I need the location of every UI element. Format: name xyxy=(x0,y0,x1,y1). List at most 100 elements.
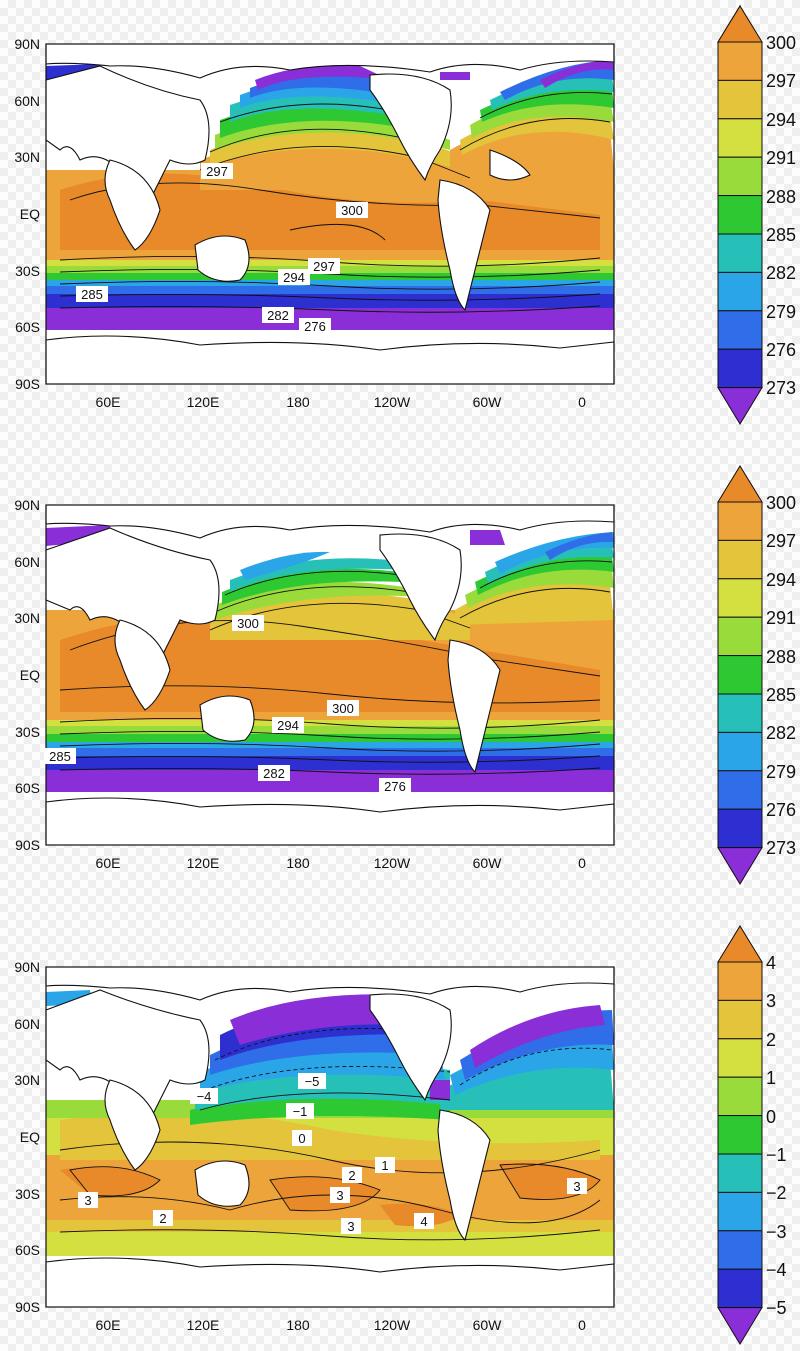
contour-label: 276 xyxy=(304,319,326,334)
contour-labels-2: 300 300 294 285 282 276 xyxy=(44,615,411,794)
contour-label: −5 xyxy=(305,1074,320,1089)
colorbar-label: 297 xyxy=(766,71,796,91)
map-panel-1: 297 300 297 294 285 282 276 90N 60N 30N … xyxy=(14,4,796,425)
contour-label: −1 xyxy=(293,1104,308,1119)
lat-tick-label: 90N xyxy=(14,959,40,975)
contour-label: 285 xyxy=(81,287,103,302)
colorbar-label: 273 xyxy=(766,838,796,858)
colorbar-label: 276 xyxy=(766,340,796,360)
colorbar-label: 285 xyxy=(766,685,796,705)
lat-axis-2: 90N 60N 30N EQ 30S 60S 90S xyxy=(14,497,40,853)
colorbar-segment xyxy=(717,310,763,350)
contour-label: 3 xyxy=(347,1219,354,1234)
colorbar-segment xyxy=(717,770,763,810)
colorbar-label: 3 xyxy=(766,991,776,1011)
lon-tick-label: 60W xyxy=(473,1317,503,1333)
colorbar-label: 288 xyxy=(766,187,796,207)
colorbar-segment xyxy=(717,961,763,1001)
colorbar-segment xyxy=(717,1230,763,1270)
contour-label: 282 xyxy=(267,308,289,323)
colorbar-label: −1 xyxy=(766,1145,787,1165)
colorbar-labels-1: 300 297 294 291 288 285 282 279 276 273 xyxy=(766,33,796,398)
colorbar-segment xyxy=(717,233,763,273)
colorbar-label: 288 xyxy=(766,647,796,667)
lat-tick-label: 30S xyxy=(15,1186,40,1202)
colorbar-segment xyxy=(717,808,763,849)
lat-axis-3: 90N 60N 30N EQ 30S 60S 90S xyxy=(14,959,40,1315)
lon-tick-label: 180 xyxy=(286,394,310,410)
colorbar-label: 1 xyxy=(766,1068,776,1088)
lat-tick-label: 30N xyxy=(14,610,40,626)
colorbar-lower-arrow xyxy=(717,387,763,425)
colorbar-upper-arrow xyxy=(717,5,763,43)
colorbar-segment xyxy=(717,1191,763,1232)
colorbar-segment xyxy=(717,79,763,120)
lon-tick-label: 0 xyxy=(578,855,586,871)
colorbar-segment xyxy=(717,539,763,580)
contour-label: 300 xyxy=(237,616,259,631)
lat-tick-label: 30S xyxy=(15,263,40,279)
continents-2 xyxy=(45,504,615,846)
contour-label: 2 xyxy=(348,1168,355,1183)
lat-tick-label: 60S xyxy=(15,319,40,335)
lon-axis-2: 60E 120E 180 120W 60W 0 xyxy=(96,855,587,871)
lon-tick-label: 120E xyxy=(187,855,220,871)
lon-tick-label: 60W xyxy=(473,394,503,410)
colorbar-segment xyxy=(717,195,763,235)
colorbar-label: 297 xyxy=(766,531,796,551)
contours-2 xyxy=(59,560,613,775)
lon-tick-label: 180 xyxy=(286,1317,310,1333)
colorbar-label: 273 xyxy=(766,378,796,398)
colorbar-segment xyxy=(717,1076,763,1117)
colorbar-label: 294 xyxy=(766,110,796,130)
lon-tick-label: 120E xyxy=(187,1317,220,1333)
colorbar-segment xyxy=(717,1038,763,1078)
colorbar-segment xyxy=(717,271,763,312)
colorbar-upper-arrow xyxy=(717,465,763,503)
lat-tick-label: EQ xyxy=(20,1129,40,1145)
colorbar-label: 291 xyxy=(766,148,796,168)
contour-label: −4 xyxy=(197,1089,212,1104)
colorbar-label: 291 xyxy=(766,608,796,628)
lat-tick-label: 90S xyxy=(15,376,40,392)
contour-label: 3 xyxy=(84,1193,91,1208)
colorbar-segment xyxy=(717,1153,763,1193)
lon-axis-1: 60E 120E 180 120W 60W 0 xyxy=(96,394,587,410)
contour-label: 4 xyxy=(420,1214,427,1229)
contour-label: 282 xyxy=(263,766,285,781)
contour-label: 3 xyxy=(573,1179,580,1194)
colorbar-segment xyxy=(717,348,763,389)
lat-tick-label: 30S xyxy=(15,724,40,740)
contour-label: 2 xyxy=(159,1211,166,1226)
map-frame-1 xyxy=(45,43,615,385)
contour-label: 297 xyxy=(206,164,228,179)
lat-axis-1: 90N 60N 30N EQ 30S 60S 90S xyxy=(14,36,40,392)
colorbar-label: 279 xyxy=(766,302,796,322)
lon-tick-label: 60E xyxy=(96,855,121,871)
colorbar-segment xyxy=(717,693,763,733)
colorbar-segment xyxy=(717,616,763,657)
contour-label: 300 xyxy=(332,701,354,716)
lon-tick-label: 120W xyxy=(374,1317,411,1333)
lat-tick-label: 60S xyxy=(15,1242,40,1258)
lat-tick-label: 90N xyxy=(14,497,40,513)
lon-tick-label: 120W xyxy=(374,394,411,410)
colorbar-label: 285 xyxy=(766,225,796,245)
lat-tick-label: 30N xyxy=(14,149,40,165)
lon-tick-label: 180 xyxy=(286,855,310,871)
colorbar-upper-arrow xyxy=(717,925,763,963)
lon-tick-label: 0 xyxy=(578,394,586,410)
colorbar-lower-arrow xyxy=(717,847,763,885)
colorbar-label: 4 xyxy=(766,953,776,973)
colorbar-label: 276 xyxy=(766,800,796,820)
colorbar-segment xyxy=(717,1115,763,1155)
colorbar-segment xyxy=(717,578,763,618)
colorbar-segment xyxy=(717,731,763,772)
colorbar-label: 2 xyxy=(766,1030,776,1050)
lat-tick-label: 60N xyxy=(14,554,40,570)
colorbar-label: 300 xyxy=(766,33,796,53)
colorbar-label: −2 xyxy=(766,1183,787,1203)
colorbar-segment xyxy=(717,1268,763,1309)
contour-label: 1 xyxy=(381,1158,388,1173)
